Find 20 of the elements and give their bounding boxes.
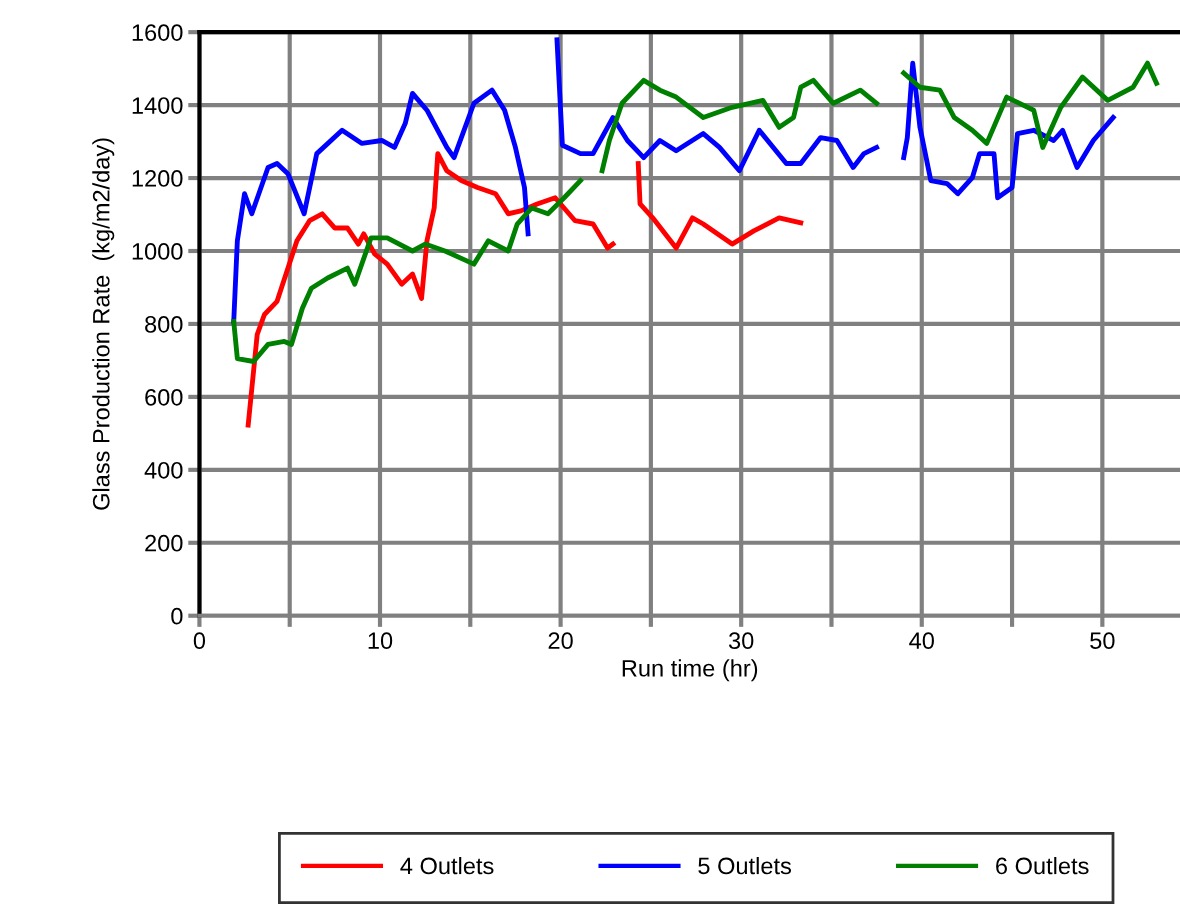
x-tick-label: 20 <box>548 632 573 650</box>
legend-label: 5 Outlets <box>698 856 791 875</box>
x-tick-label: 50 <box>1090 632 1115 650</box>
y-tick-label: 1600 <box>132 24 183 41</box>
y-tick-label: 1000 <box>132 243 183 260</box>
x-tick-label: 40 <box>909 632 934 650</box>
y-tick-label: 0 <box>171 607 183 625</box>
x-axis-title: Run time (hr) <box>622 659 758 682</box>
y-tick-label: 800 <box>145 316 183 333</box>
legend-label: 4 Outlets <box>400 856 494 875</box>
y-tick-label: 1200 <box>132 170 183 187</box>
legend-label: 6 Outlets <box>996 856 1089 875</box>
x-tick-label: 10 <box>368 632 393 650</box>
y-tick-label: 1400 <box>132 97 183 114</box>
y-tick-label: 400 <box>144 461 183 479</box>
x-tick-label: 30 <box>728 632 754 650</box>
x-tick-label: 0 <box>193 632 206 650</box>
y-axis-title: Glass Production Rate (kg/m2/day) <box>92 138 115 510</box>
y-tick-label: 200 <box>145 534 183 552</box>
y-tick-label: 600 <box>145 388 183 406</box>
